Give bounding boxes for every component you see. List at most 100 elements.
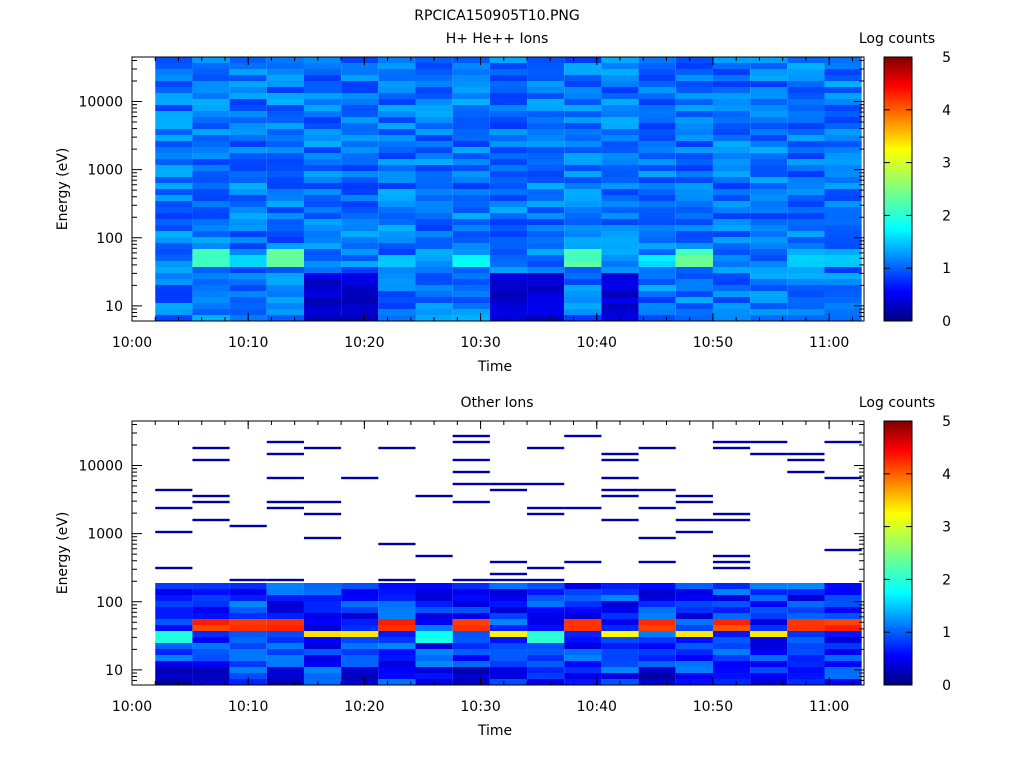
heatmap-cell [341, 303, 379, 309]
heatmap-cell [675, 583, 713, 589]
heatmap-cell [787, 255, 825, 261]
heatmap-cell [824, 315, 862, 321]
heatmap-cell [266, 625, 304, 631]
heatmap-cell [266, 506, 304, 510]
heatmap-cell [378, 105, 416, 111]
heatmap-cell [229, 249, 267, 255]
heatmap-cell [675, 135, 713, 141]
heatmap-cell [601, 285, 639, 291]
heatmap-cell [824, 273, 862, 279]
x-tick-label: 10:10 [228, 335, 268, 351]
heatmap-cell [750, 141, 788, 147]
heatmap-cell [712, 237, 751, 243]
heatmap-cell [341, 177, 379, 183]
heatmap-cell [266, 159, 304, 165]
heatmap-cell [489, 667, 528, 673]
heatmap-cell [527, 595, 565, 601]
heatmap-cell [229, 195, 267, 201]
heatmap-cell [303, 165, 342, 171]
heatmap-cell [489, 578, 528, 582]
heatmap-cell [787, 667, 825, 673]
heatmap-cell [378, 631, 416, 637]
heatmap-cell [378, 303, 416, 309]
heatmap-cell [489, 315, 528, 321]
y-tick-label: 1000 [87, 163, 123, 179]
heatmap-cell [675, 291, 713, 297]
heatmap-cell [192, 111, 230, 117]
heatmap-cell [564, 309, 602, 315]
heatmap-cell [527, 213, 565, 219]
heatmap-cell [341, 243, 379, 249]
heatmap-cell [712, 679, 751, 685]
heatmap-cell [527, 123, 565, 129]
heatmap-cell [192, 69, 230, 75]
heatmap-cell [155, 679, 193, 685]
heatmap-cell [564, 255, 602, 261]
heatmap-cell [452, 500, 490, 504]
heatmap-cell [192, 589, 230, 595]
heatmap-cell [564, 201, 602, 207]
heatmap-cell [675, 213, 713, 219]
heatmap-cell [341, 643, 379, 649]
heatmap-cell [638, 201, 676, 207]
heatmap-cell [452, 661, 490, 667]
heatmap-cell [415, 649, 453, 655]
heatmap-cell [750, 165, 788, 171]
heatmap-cell [341, 261, 379, 267]
heatmap-cell [564, 225, 602, 231]
heatmap-cell [266, 578, 304, 582]
heatmap-cell [415, 117, 453, 123]
heatmap-cell [303, 225, 342, 231]
heatmap-cell [192, 458, 230, 462]
colorbar-tick-label: 1 [942, 261, 951, 277]
heatmap-cell [712, 63, 751, 69]
heatmap-cell [155, 261, 193, 267]
heatmap-cell [229, 261, 267, 267]
heatmap-cell [378, 679, 416, 685]
heatmap-cell [378, 578, 416, 582]
heatmap-cell [341, 267, 379, 273]
heatmap-cell [638, 69, 676, 75]
heatmap-cell [787, 75, 825, 81]
heatmap-cell [638, 195, 676, 201]
heatmap-cell [155, 637, 193, 643]
panel-2-colorbar-ticks: 0 1 2 3 4 5 [884, 414, 951, 694]
heatmap-cell [527, 673, 565, 679]
heatmap-cell [564, 303, 602, 309]
heatmap-cell [378, 273, 416, 279]
heatmap-cell [712, 607, 751, 613]
heatmap-cell [155, 566, 193, 570]
heatmap-cell [378, 255, 416, 261]
heatmap-cell [712, 147, 751, 153]
heatmap-cell [266, 63, 304, 69]
heatmap-cell [378, 297, 416, 303]
heatmap-cell [155, 273, 193, 279]
heatmap-cell [824, 231, 862, 237]
heatmap-cell [564, 75, 602, 81]
heatmap-cell [155, 231, 193, 237]
heatmap-cell [712, 655, 751, 661]
heatmap-cell [452, 309, 490, 315]
heatmap-cell [601, 225, 639, 231]
panel-1-axes: 10:00 10:10 10:20 10:30 10:40 10:50 11:00 10 100… [78, 57, 864, 351]
heatmap-cell [192, 117, 230, 123]
heatmap-cell [415, 75, 453, 81]
heatmap-cell [787, 117, 825, 123]
heatmap-cell [489, 69, 528, 75]
y-tick-label: 10000 [78, 459, 123, 475]
heatmap-cell [266, 171, 304, 177]
heatmap-cell [527, 667, 565, 673]
heatmap-cell [303, 655, 342, 661]
heatmap-cell [601, 147, 639, 153]
y-tick-label: 100 [96, 231, 123, 247]
heatmap-cell [601, 159, 639, 165]
heatmap-cell [489, 673, 528, 679]
heatmap-cell [787, 607, 825, 613]
heatmap-cell [527, 141, 565, 147]
heatmap-cell [712, 560, 751, 564]
heatmap-cell [341, 589, 379, 595]
heatmap-cell [824, 213, 862, 219]
heatmap-cell [750, 661, 788, 667]
heatmap-cell [452, 213, 490, 219]
heatmap-cell [564, 506, 602, 510]
